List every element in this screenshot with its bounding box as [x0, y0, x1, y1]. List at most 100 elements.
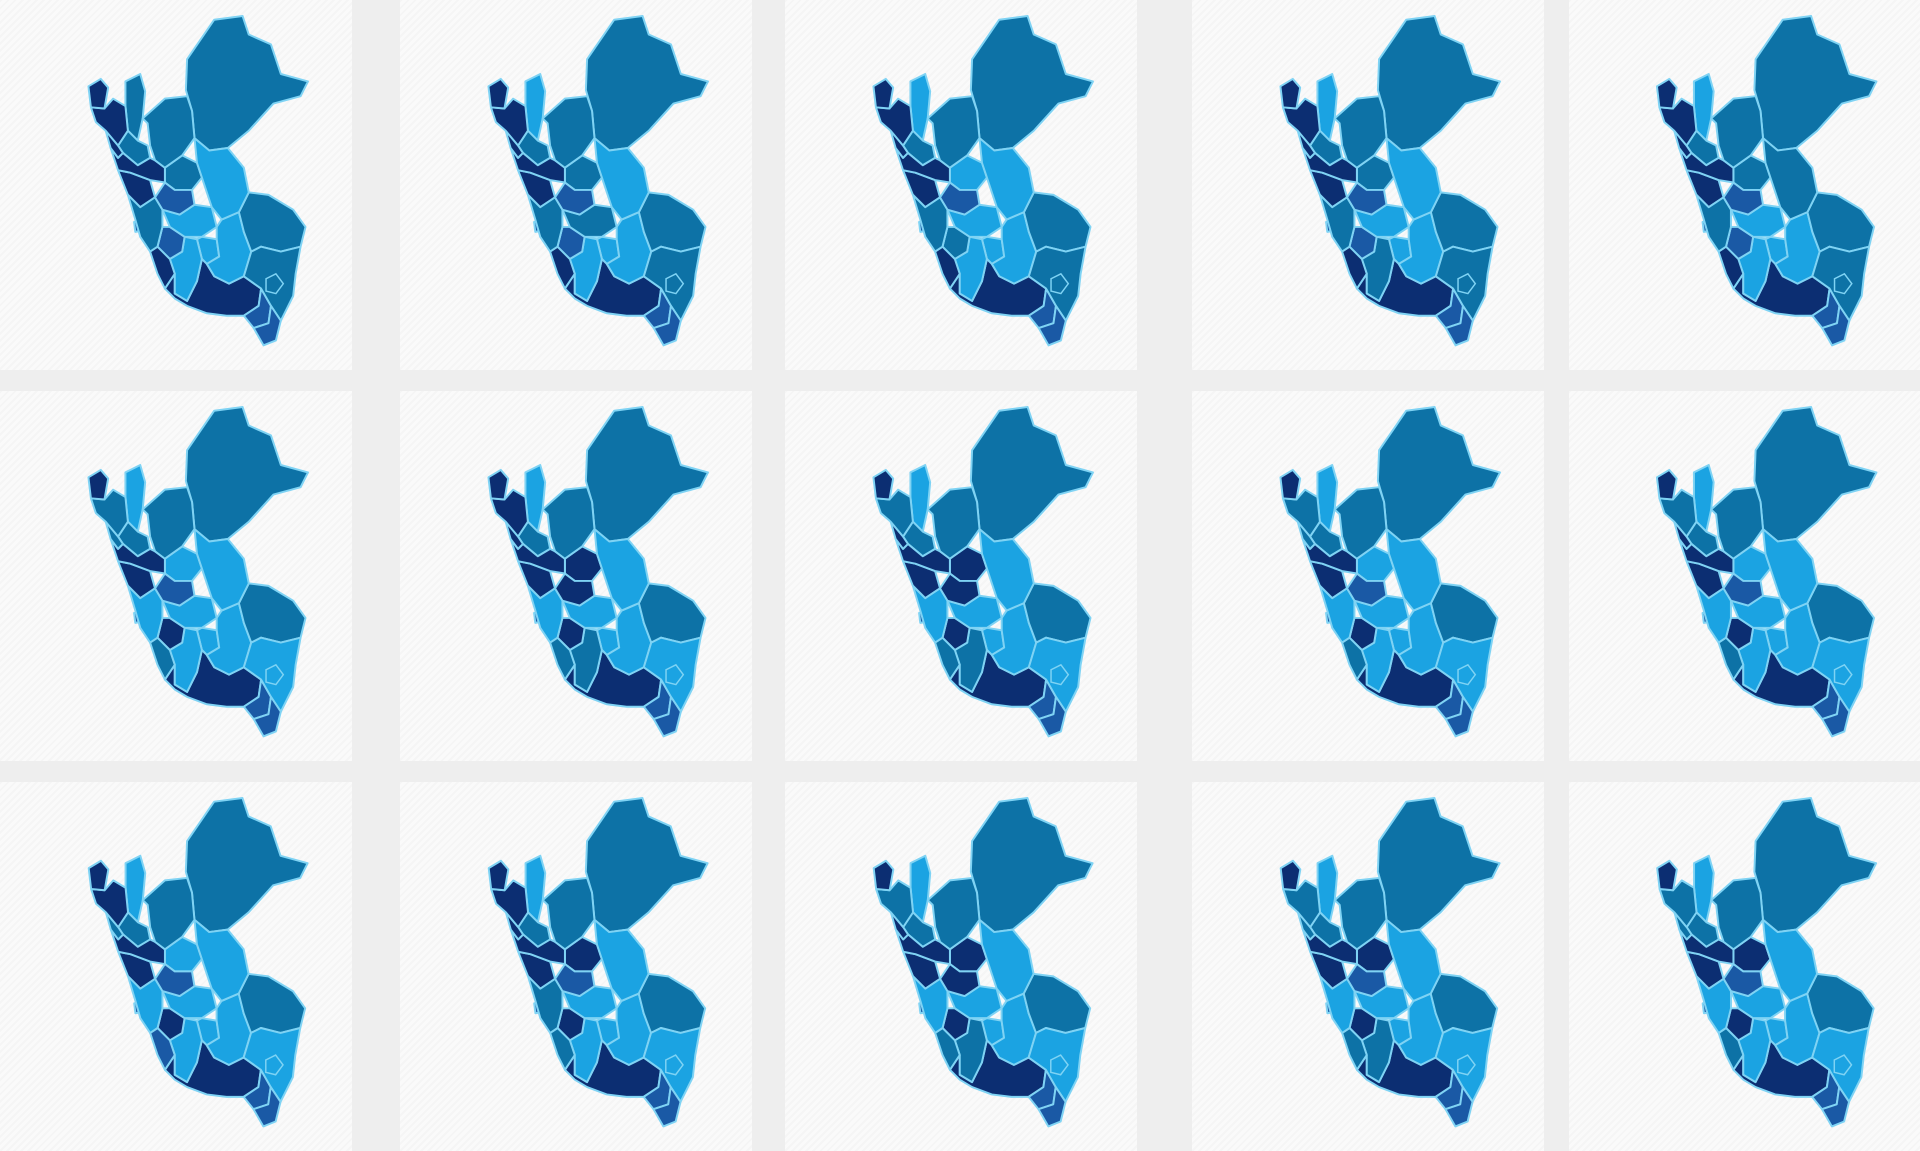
region-madre-de-dios: [237, 972, 307, 1034]
lake-outline: [265, 663, 285, 686]
region-lima: [1695, 193, 1732, 253]
region-tumbes: [1655, 468, 1678, 501]
lake-outline: [1457, 663, 1477, 686]
peru-map: [1279, 406, 1501, 738]
region-pasco: [1722, 963, 1764, 998]
region-pasco: [154, 963, 196, 998]
region-ucayali: [978, 137, 1035, 221]
region-madre-de-dios: [1429, 191, 1499, 253]
region-puno: [242, 245, 302, 322]
region-san-martin: [141, 876, 196, 951]
region-puno: [1434, 1027, 1494, 1103]
region-pasco: [154, 181, 196, 216]
region-loreto: [1753, 15, 1878, 152]
region-pasco: [554, 963, 596, 998]
region-puno: [1811, 245, 1871, 322]
map-panel-9: [1192, 391, 1544, 761]
region-tacna: [1821, 695, 1851, 738]
region-pasco: [939, 572, 981, 607]
region-pasco: [554, 572, 596, 607]
map-panel-6: [0, 391, 352, 761]
peru-map: [87, 797, 309, 1128]
region-madre-de-dios: [637, 972, 707, 1034]
region-loreto: [584, 406, 709, 543]
region-san-martin: [926, 95, 981, 169]
peru-map: [1279, 15, 1501, 347]
region-ucayali: [978, 918, 1035, 1002]
region-piura: [874, 488, 914, 538]
lake-outline: [265, 1054, 284, 1076]
region-ucayali: [193, 528, 250, 612]
region-lima: [126, 193, 164, 253]
region-loreto: [1376, 406, 1501, 543]
region-pasco: [154, 572, 196, 607]
region-tumbes: [1279, 859, 1302, 892]
region-lima: [126, 584, 164, 644]
region-ucayali: [593, 528, 650, 612]
region-piura: [1658, 879, 1698, 929]
region-tumbes: [872, 468, 895, 501]
region-pasco: [939, 181, 981, 216]
peru-map: [1656, 797, 1878, 1128]
region-tacna: [652, 1086, 682, 1128]
region-puno: [1027, 1027, 1087, 1103]
region-ucayali: [193, 137, 250, 221]
peru-map: [872, 406, 1094, 738]
region-tacna: [1037, 304, 1067, 347]
region-ucayali: [1385, 918, 1442, 1002]
region-ucayali: [593, 918, 650, 1002]
region-loreto: [969, 797, 1094, 934]
region-tacna: [1821, 304, 1851, 347]
region-pasco: [939, 963, 981, 998]
region-san-martin: [1333, 95, 1388, 169]
region-piura: [1658, 488, 1698, 538]
region-piura: [490, 879, 530, 929]
map-panel-8: [785, 391, 1137, 761]
region-lima: [911, 584, 949, 644]
region-madre-de-dios: [1022, 582, 1092, 644]
region-loreto: [184, 406, 309, 543]
region-puno: [1434, 636, 1494, 713]
lake-outline: [1457, 272, 1477, 295]
region-loreto: [584, 797, 709, 934]
lake-outline: [1457, 1054, 1476, 1076]
region-san-martin: [541, 486, 596, 560]
region-tumbes: [87, 77, 110, 110]
region-madre-de-dios: [637, 582, 707, 644]
region-puno: [1027, 245, 1087, 322]
region-madre-de-dios: [1022, 191, 1092, 253]
peru-map: [1279, 797, 1501, 1128]
region-san-martin: [1333, 876, 1388, 951]
region-piura: [1282, 879, 1322, 929]
region-lima: [1695, 584, 1732, 644]
region-lima: [526, 193, 564, 253]
region-san-martin: [141, 95, 196, 169]
map-panel-10: [1569, 391, 1920, 761]
map-panel-15: [1569, 782, 1920, 1151]
peru-map: [872, 15, 1094, 347]
peru-map: [1655, 406, 1878, 738]
region-piura: [1281, 97, 1321, 147]
region-loreto: [1753, 797, 1878, 934]
region-tacna: [1821, 1086, 1851, 1128]
region-puno: [642, 245, 702, 322]
region-loreto: [969, 15, 1094, 152]
region-lima: [1318, 193, 1356, 253]
region-tacna: [652, 695, 682, 738]
region-loreto: [1753, 406, 1878, 543]
region-tumbes: [872, 77, 895, 110]
map-panel-13: [785, 782, 1137, 1151]
region-madre-de-dios: [1429, 582, 1499, 644]
peru-map: [87, 15, 309, 347]
region-puno: [242, 636, 302, 713]
lake-outline: [665, 1054, 684, 1076]
region-ucayali: [1385, 528, 1442, 612]
peru-map: [487, 406, 709, 738]
map-panel-7: [400, 391, 752, 761]
region-tumbes: [1279, 468, 1302, 501]
region-puno: [1434, 245, 1494, 322]
region-loreto: [1376, 797, 1501, 934]
region-piura: [875, 879, 915, 929]
region-tacna: [1444, 1086, 1474, 1128]
region-ucayali: [978, 528, 1035, 612]
